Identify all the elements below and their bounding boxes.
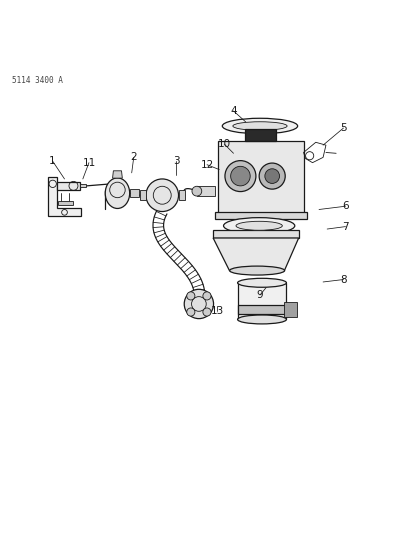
Circle shape bbox=[184, 289, 213, 319]
Polygon shape bbox=[79, 184, 86, 188]
Polygon shape bbox=[238, 305, 285, 314]
Circle shape bbox=[225, 160, 255, 191]
Polygon shape bbox=[178, 190, 184, 200]
Ellipse shape bbox=[105, 178, 129, 208]
Circle shape bbox=[146, 179, 178, 212]
Ellipse shape bbox=[237, 278, 286, 287]
Ellipse shape bbox=[236, 221, 282, 230]
Ellipse shape bbox=[232, 122, 286, 130]
Circle shape bbox=[202, 292, 211, 300]
Polygon shape bbox=[213, 238, 298, 271]
Ellipse shape bbox=[229, 266, 284, 275]
Polygon shape bbox=[48, 177, 81, 215]
Text: 12: 12 bbox=[200, 160, 213, 169]
FancyBboxPatch shape bbox=[217, 141, 303, 213]
Polygon shape bbox=[58, 200, 73, 205]
Text: 3: 3 bbox=[173, 156, 180, 166]
FancyBboxPatch shape bbox=[244, 129, 276, 141]
Circle shape bbox=[202, 308, 211, 316]
Circle shape bbox=[191, 186, 201, 196]
Circle shape bbox=[187, 308, 194, 316]
Text: 6: 6 bbox=[342, 201, 348, 211]
Text: 7: 7 bbox=[342, 222, 348, 232]
Text: 4: 4 bbox=[229, 106, 236, 116]
Polygon shape bbox=[129, 189, 138, 197]
Text: 10: 10 bbox=[218, 139, 231, 149]
FancyBboxPatch shape bbox=[215, 212, 306, 219]
Polygon shape bbox=[257, 219, 270, 230]
Text: 5114 3400 A: 5114 3400 A bbox=[11, 76, 62, 85]
Polygon shape bbox=[213, 230, 298, 238]
Polygon shape bbox=[112, 171, 122, 178]
Polygon shape bbox=[139, 190, 146, 200]
Text: 9: 9 bbox=[256, 290, 263, 300]
Polygon shape bbox=[196, 186, 215, 196]
Circle shape bbox=[230, 166, 249, 186]
Circle shape bbox=[187, 292, 194, 300]
Polygon shape bbox=[57, 182, 79, 190]
FancyBboxPatch shape bbox=[283, 302, 297, 317]
Ellipse shape bbox=[222, 118, 297, 134]
Circle shape bbox=[258, 163, 285, 189]
Text: 11: 11 bbox=[82, 158, 95, 168]
Text: 13: 13 bbox=[210, 306, 223, 316]
Ellipse shape bbox=[237, 315, 286, 324]
Text: 5: 5 bbox=[339, 123, 346, 133]
Text: 8: 8 bbox=[339, 274, 346, 285]
Text: 1: 1 bbox=[49, 156, 56, 166]
Circle shape bbox=[264, 169, 279, 183]
Text: 2: 2 bbox=[130, 152, 137, 163]
Polygon shape bbox=[237, 283, 286, 319]
Ellipse shape bbox=[223, 217, 294, 234]
Polygon shape bbox=[153, 209, 204, 304]
